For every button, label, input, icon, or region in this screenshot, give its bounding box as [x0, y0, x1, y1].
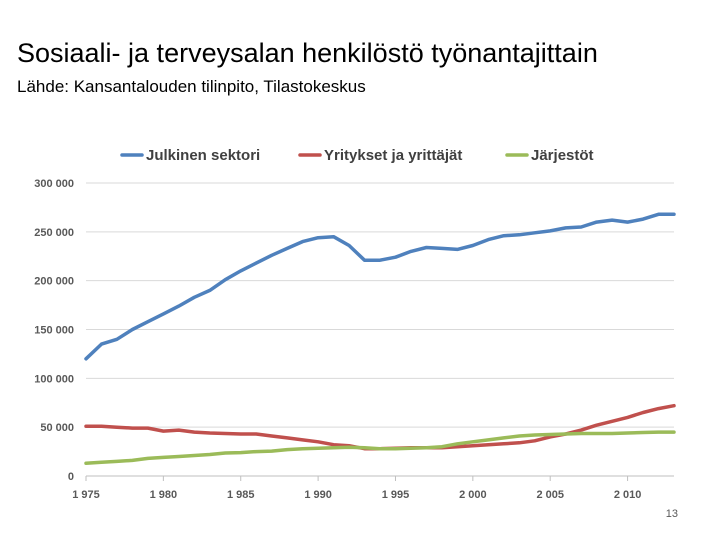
y-tick-label: 100 000	[34, 373, 74, 385]
x-tick-label: 1 985	[227, 489, 255, 501]
x-tick-label: 1 995	[382, 489, 410, 501]
legend-label-2: Yritykset ja yrittäjät	[324, 147, 462, 164]
series-line-3	[84, 430, 676, 466]
y-tick-label: 50 000	[40, 422, 74, 434]
y-tick-label: 250 000	[34, 227, 74, 239]
x-tick-label: 1 975	[72, 489, 100, 501]
y-tick-label: 200 000	[34, 276, 74, 288]
legend-label-3: Järjestöt	[531, 147, 594, 164]
x-tick-label: 2 010	[614, 489, 642, 501]
slide-title: Sosiaali- ja terveysalan henkilöstö työn…	[17, 38, 598, 68]
x-tick-label: 1 980	[150, 489, 178, 501]
x-tick-label: 2 005	[536, 489, 564, 501]
y-tick-label: 300 000	[34, 178, 74, 190]
y-tick-label: 0	[68, 471, 74, 483]
legend: Julkinen sektori Yritykset ja yrittäjät Jä…	[120, 147, 594, 164]
y-tick-label: 150 000	[34, 325, 74, 337]
slide-subtitle: Lähde: Kansantalouden tilinpito, Tilasto…	[17, 77, 366, 96]
axes: 0 50 000 100 000 150 000 200 000 250 000 300 0…	[34, 178, 641, 501]
x-tick-label: 2 000	[459, 489, 487, 501]
legend-label-1: Julkinen sektori	[146, 147, 260, 164]
x-tick-label: 1 990	[304, 489, 332, 501]
page-number: 13	[665, 508, 678, 520]
series-lines	[84, 212, 676, 466]
gridlines	[86, 182, 674, 477]
series-line-1	[84, 212, 676, 361]
